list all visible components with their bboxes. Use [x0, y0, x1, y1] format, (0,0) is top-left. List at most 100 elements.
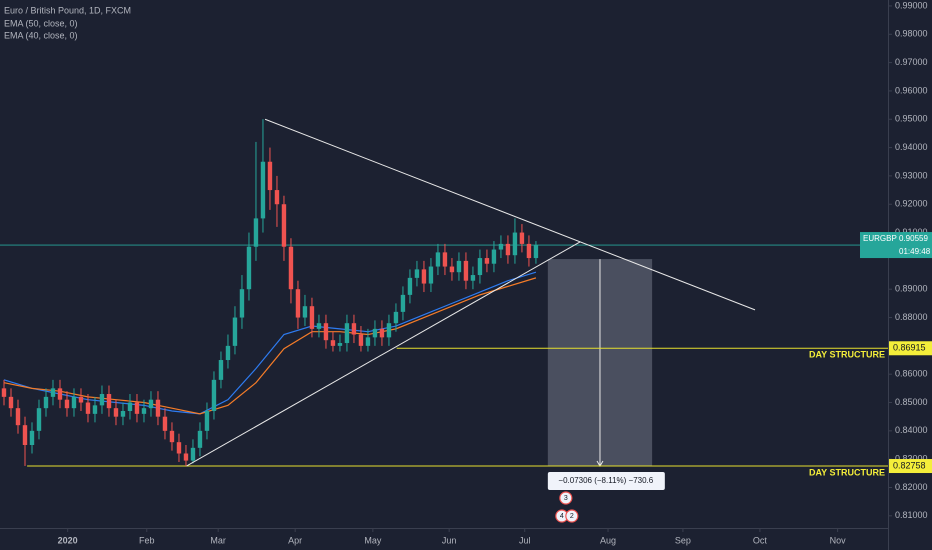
- candle-body: [176, 442, 182, 454]
- measure-label: −0.07306 (−8.11%) −730.6: [558, 476, 653, 485]
- chart-title: Euro / British Pound, 1D, FXCM: [4, 5, 131, 15]
- candle-body: [232, 317, 238, 346]
- candle-body: [470, 275, 476, 281]
- level-price-label: 0.82758: [893, 460, 926, 470]
- y-tick-label: 0.83000: [895, 454, 928, 464]
- candle-body: [22, 425, 28, 446]
- y-tick-label: 0.92000: [895, 199, 928, 209]
- y-tick-label: 0.96000: [895, 85, 928, 95]
- candle-body: [372, 328, 378, 338]
- trendline: [186, 241, 581, 467]
- candle-body: [1, 388, 7, 397]
- candle-body: [288, 246, 294, 290]
- y-tick-label: 0.81000: [895, 510, 928, 520]
- candle-body: [50, 388, 56, 397]
- candle-body: [260, 161, 266, 219]
- candle-body: [463, 260, 469, 281]
- candle-body: [323, 323, 329, 341]
- y-tick-label: 0.82000: [895, 482, 928, 492]
- candle-body: [477, 258, 483, 276]
- candle-body: [519, 232, 525, 244]
- candle-body: [211, 379, 217, 412]
- candle-body: [421, 269, 427, 284]
- candle-body: [386, 323, 392, 338]
- candle-body: [127, 402, 133, 412]
- y-tick-label: 0.94000: [895, 142, 928, 152]
- candle-body: [141, 408, 147, 414]
- candle-body: [393, 311, 399, 324]
- x-tick-label: Sep: [675, 535, 691, 545]
- candle-body: [379, 328, 385, 338]
- level-price-label: 0.86915: [893, 343, 926, 353]
- y-tick-label: 0.86000: [895, 369, 928, 379]
- candle-body: [169, 430, 175, 443]
- candle-body: [183, 453, 189, 461]
- candle-body: [106, 394, 112, 409]
- event-count: 2: [570, 513, 574, 520]
- candle-body: [92, 405, 98, 414]
- trendline: [264, 118, 756, 311]
- x-tick-label: May: [364, 535, 382, 545]
- y-tick-label: 0.91000: [895, 227, 928, 237]
- candle-body: [197, 430, 203, 448]
- candle-body: [204, 411, 210, 431]
- indicator-label: EMA (50, close, 0): [4, 18, 78, 28]
- candle-body: [400, 294, 406, 312]
- candle-body: [99, 394, 105, 406]
- ema-line: [3, 277, 537, 415]
- level-name: DAY STRUCTURE: [809, 350, 885, 360]
- y-tick-label: 0.84000: [895, 425, 928, 435]
- candle-body: [267, 161, 273, 191]
- x-tick-label: Apr: [288, 535, 302, 545]
- y-tick-label: 0.93000: [895, 170, 928, 180]
- candle-body: [64, 399, 70, 409]
- candle-body: [512, 232, 518, 256]
- candle-body: [414, 269, 420, 278]
- candle-body: [330, 340, 336, 346]
- candle-body: [281, 204, 287, 247]
- candle-body: [491, 249, 497, 264]
- y-tick-label: 0.88000: [895, 312, 928, 322]
- candle-body: [365, 337, 371, 346]
- candle-body: [36, 408, 42, 431]
- symbol-price-box: [860, 232, 932, 259]
- candle-body: [78, 396, 84, 403]
- candle-body: [155, 399, 161, 417]
- x-tick-label: Mar: [210, 535, 226, 545]
- candle-body: [351, 323, 357, 335]
- x-tick-label: Aug: [600, 535, 616, 545]
- event-count: 4: [560, 513, 564, 520]
- measure-label-box: [547, 472, 665, 491]
- candle-body: [29, 430, 35, 446]
- countdown-label: 01:49:48: [899, 247, 931, 256]
- candle-body: [43, 396, 49, 409]
- candle-body: [316, 323, 322, 329]
- x-tick-label: Nov: [830, 535, 847, 545]
- candle-body: [456, 260, 462, 273]
- candle-body: [442, 252, 448, 267]
- candle-body: [358, 334, 364, 346]
- candle-body: [15, 408, 21, 426]
- level-price-box: [889, 341, 932, 356]
- candle-body: [246, 246, 252, 290]
- last-price-label: 0.90559: [899, 234, 928, 243]
- candle-body: [148, 399, 154, 409]
- candle-body: [309, 306, 315, 329]
- level-price-box: [889, 459, 932, 474]
- event-icon: [565, 509, 579, 523]
- candle-body: [57, 388, 63, 400]
- candle-body: [134, 402, 140, 414]
- candle-body: [295, 289, 301, 318]
- candle-body: [533, 245, 539, 259]
- candle-body: [407, 277, 413, 295]
- candle-body: [435, 252, 441, 267]
- y-tick-label: 0.89000: [895, 284, 928, 294]
- indicator-label: EMA (40, close, 0): [4, 30, 78, 40]
- x-tick-label: Jul: [519, 535, 531, 545]
- candle-body: [253, 218, 259, 247]
- symbol-label: EURGBP: [863, 234, 897, 243]
- x-tick-label: 2020: [58, 535, 78, 545]
- level-name: DAY STRUCTURE: [809, 467, 885, 477]
- candle-body: [120, 411, 126, 417]
